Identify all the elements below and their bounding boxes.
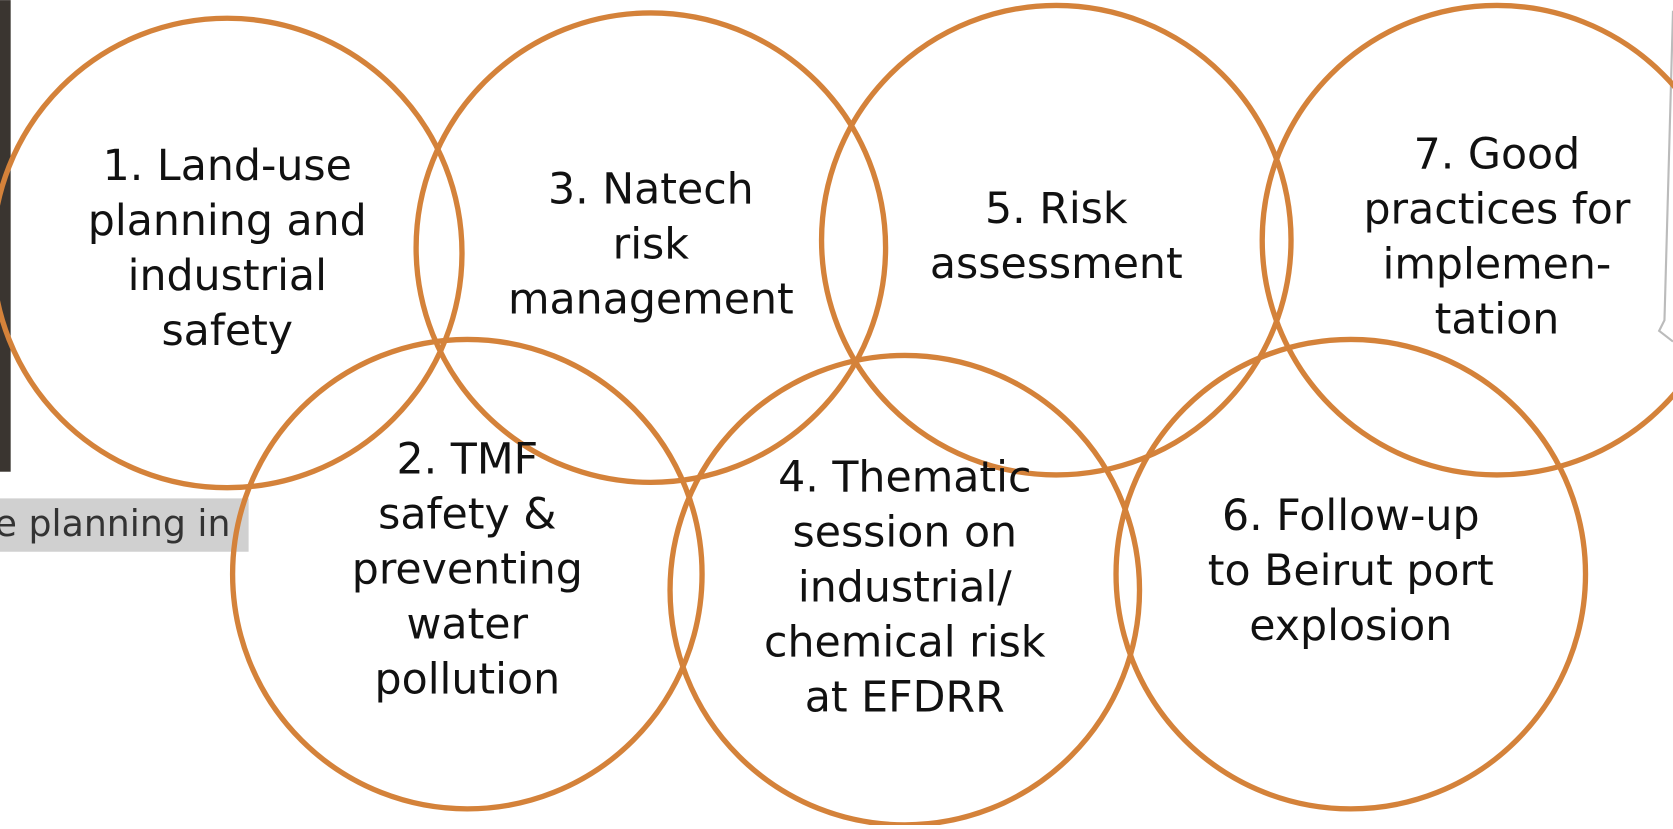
page: e planning in 1. Land-useplanning andind… [0, 0, 1673, 825]
node-label: safety [161, 306, 293, 356]
node-label: 2. TMF [397, 435, 539, 485]
node-label: 3. Natech [548, 165, 754, 215]
node-label: at EFDRR [805, 673, 1005, 723]
node-label: safety & [378, 490, 556, 540]
node-label: implemen- [1383, 239, 1612, 289]
node-label: chemical risk [764, 618, 1046, 668]
node-label: 4. Thematic [778, 453, 1031, 503]
paper-edge [1659, 11, 1673, 342]
node-label: assessment [930, 239, 1183, 289]
node-label: pollution [375, 654, 561, 704]
node-label: industrial/ [798, 563, 1012, 613]
node-label: 7. Good [1414, 129, 1581, 179]
node-label: session on [792, 508, 1017, 558]
node-label: 1. Land-use [103, 141, 352, 191]
node-label: 6. Follow-up [1222, 491, 1480, 541]
node-label: practices for [1363, 184, 1630, 234]
node-label: risk [613, 220, 690, 270]
node-label: preventing [352, 545, 583, 595]
photo-edge [0, 0, 11, 472]
node-label: to Beirut port [1208, 546, 1494, 596]
node-label: tation [1435, 294, 1560, 344]
node-label: water [407, 599, 529, 649]
caption: e planning in [0, 502, 230, 545]
node-label: explosion [1249, 601, 1452, 651]
diagram: e planning in 1. Land-useplanning andind… [0, 0, 1673, 825]
node-label: industrial [128, 251, 327, 301]
node-label: planning and [88, 196, 367, 246]
node-label: management [508, 275, 794, 325]
node-label: 5. Risk [985, 184, 1128, 234]
